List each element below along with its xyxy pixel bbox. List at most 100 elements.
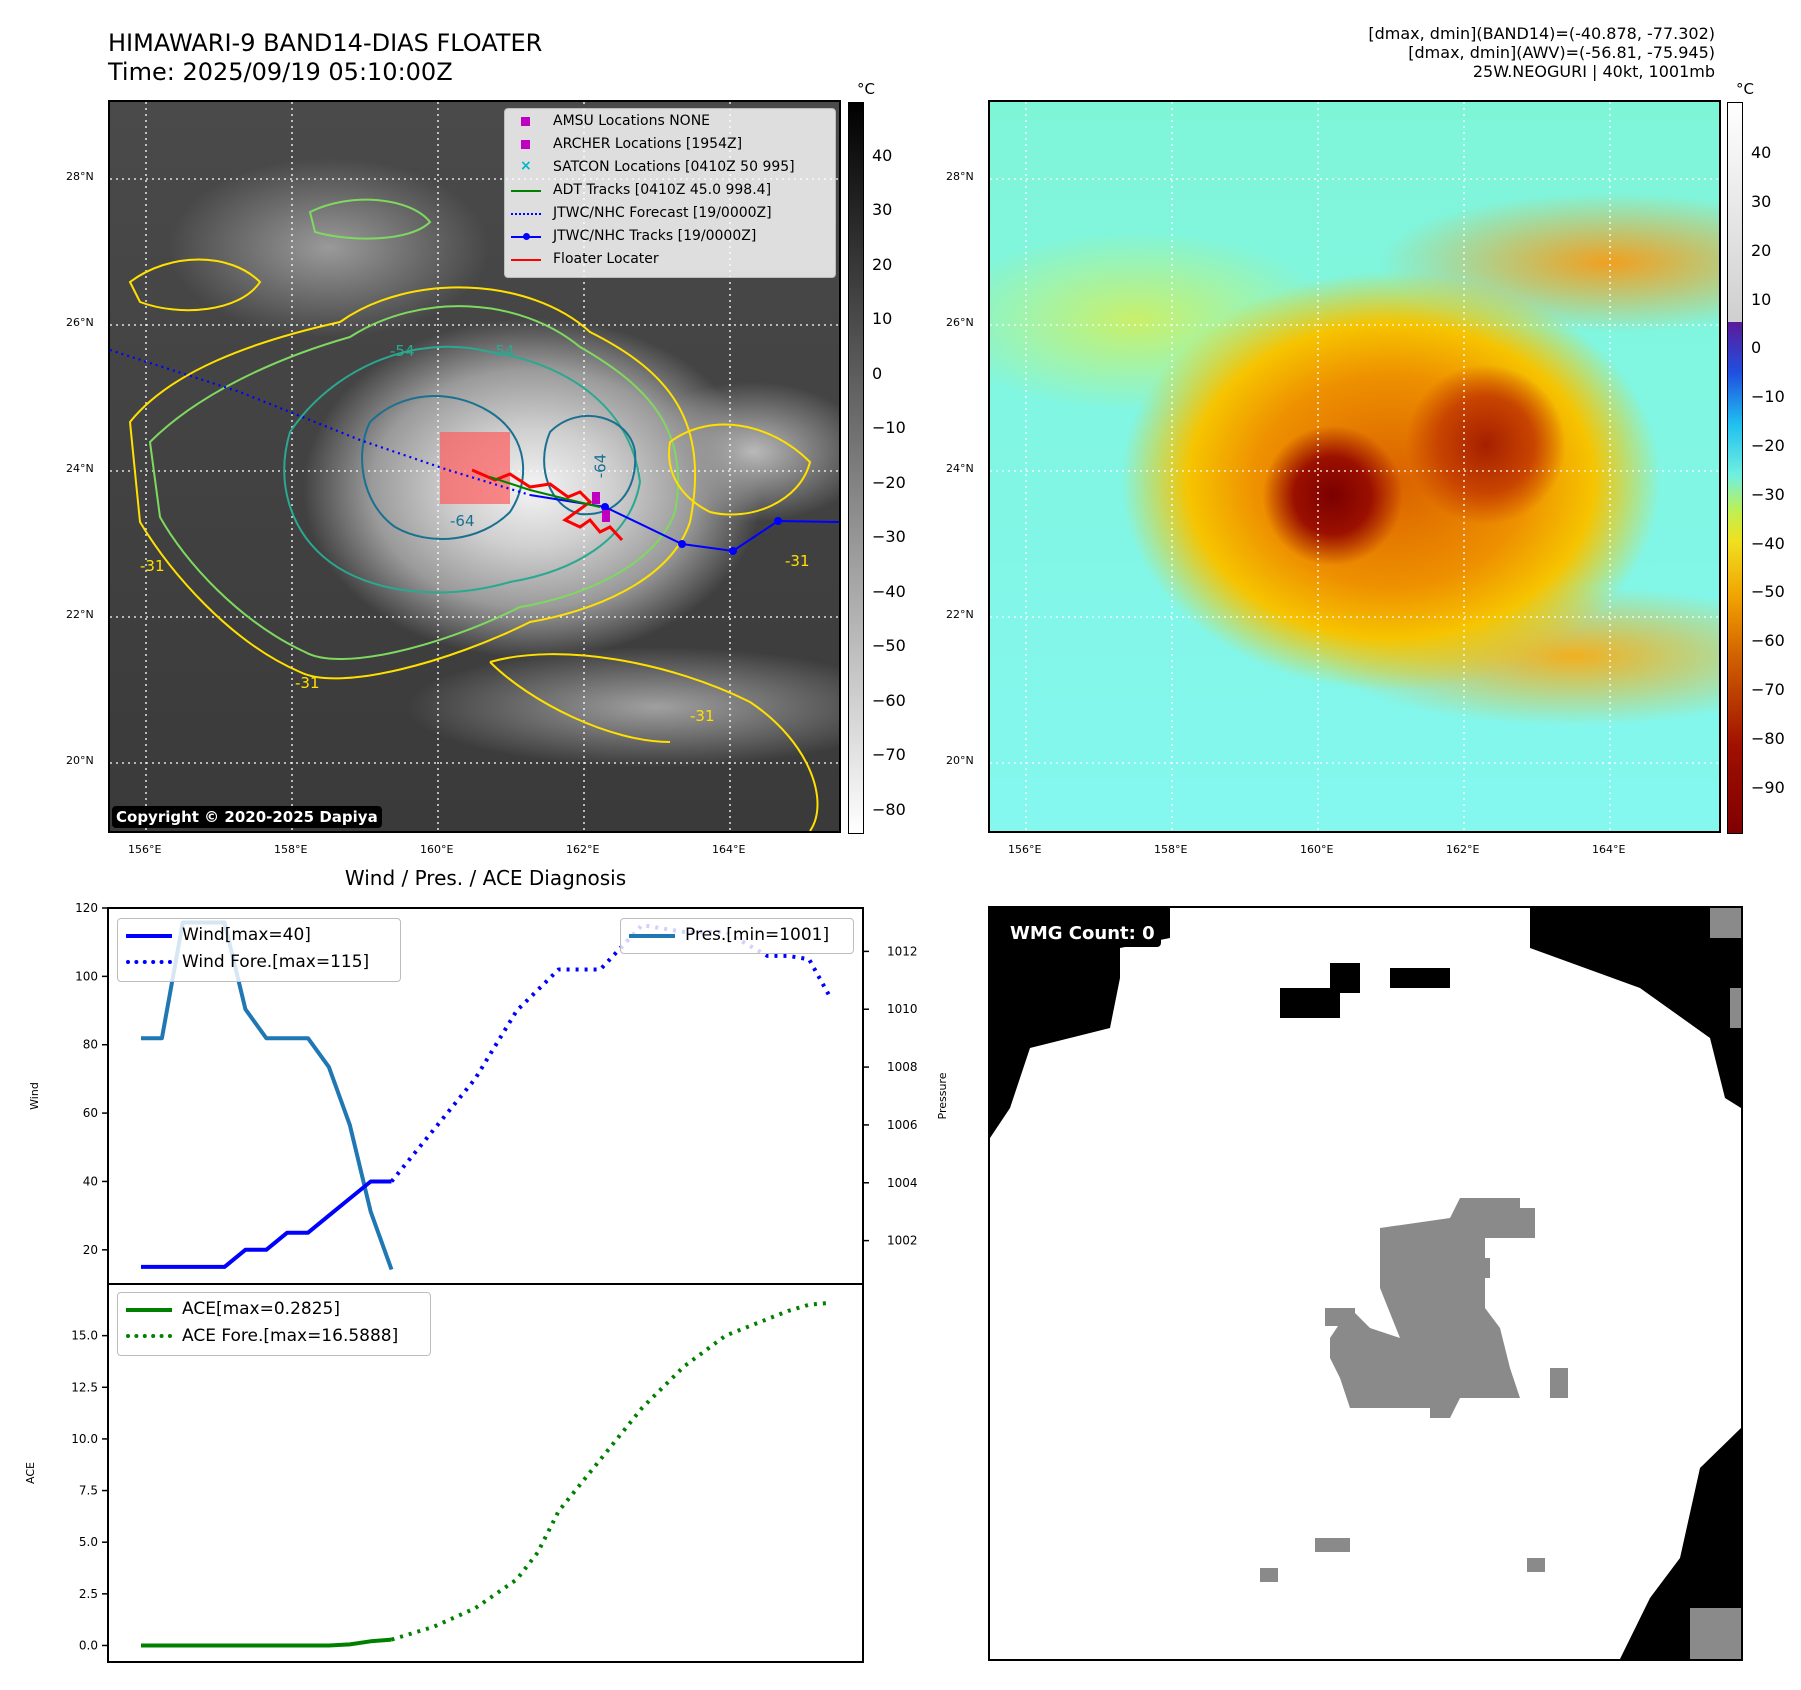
floater-line-icon: [511, 259, 541, 261]
series-line-ace-fore-: [390, 1300, 831, 1642]
jtwc-track-points: [601, 503, 782, 555]
band14-range: [dmax, dmin](BAND14)=(-40.878, -77.302): [1368, 24, 1715, 43]
lon-label: 158°E: [274, 843, 308, 856]
pressure-ytick-label: 1010: [887, 1002, 918, 1016]
copyright-badge: Copyright © 2020-2025 Dapiya: [112, 806, 382, 828]
ace-legend: ACE[max=0.2825] ACE Fore.[max=16.5888]: [117, 1292, 431, 1356]
wind-ytick-label: 40: [83, 1174, 98, 1188]
lat-label: 24°N: [66, 462, 94, 475]
satcon-x-icon: ×: [520, 158, 532, 174]
ace-plot: 0.0 2.5 5.0 7.5 10.0 12.5 15.0 ACE: [24, 1283, 864, 1663]
wind-ytick-label: 20: [83, 1243, 98, 1257]
track-dot-icon: [523, 233, 530, 240]
floater-locater-track: [471, 468, 624, 542]
amsu-marker-icon: [521, 117, 530, 126]
ace-plot-frame: [107, 1283, 864, 1663]
cb-tick: 20: [1751, 241, 1772, 260]
floater-box: [440, 432, 510, 504]
temperature-contours: [128, 198, 819, 831]
lat-label: 22°N: [946, 608, 974, 621]
wind-ytick-label: 80: [83, 1038, 98, 1052]
cb-tick: −50: [872, 636, 906, 655]
cb-tick: −60: [872, 691, 906, 710]
pressure-ytick-label: 1004: [887, 1176, 918, 1190]
wmg-mask: [990, 908, 1741, 1659]
storm-info: [dmax, dmin](BAND14)=(-40.878, -77.302) …: [1155, 24, 1715, 81]
pressure-axis-label: Pressure: [936, 1072, 949, 1119]
lat-label: 26°N: [66, 316, 94, 329]
adt-track: [489, 476, 601, 508]
series-line-wind-fore-: [389, 923, 832, 1183]
lon-label: 158°E: [1154, 843, 1188, 856]
lat-label: 20°N: [66, 754, 94, 767]
wmg-count-badge: WMG Count: 0: [1004, 920, 1161, 947]
lat-label: 20°N: [946, 754, 974, 767]
wind-line-icon: [126, 934, 172, 938]
contour-label: -31: [295, 674, 320, 692]
colorbar-gray-unit: °C: [857, 80, 875, 98]
series-line-wind: [141, 1179, 392, 1269]
wmg-black-regions: [990, 908, 1741, 1659]
pressure-ytick-label: 1002: [887, 1234, 918, 1248]
cb-tick: −90: [1751, 778, 1785, 797]
ace-ytick-label: 15.0: [71, 1329, 98, 1343]
map-legend: AMSU Locations NONE ARCHER Locations [19…: [504, 108, 836, 278]
cb-tick: 30: [1751, 192, 1772, 211]
wind-fore-dotted-icon: [126, 960, 172, 964]
cb-tick: 0: [872, 364, 883, 383]
cb-tick: −30: [1751, 485, 1785, 504]
contour-label: -54: [490, 342, 515, 360]
awv-range: [dmax, dmin](AWV)=(-56.81, -75.945): [1408, 43, 1715, 62]
ace-line-icon: [126, 1308, 172, 1312]
pressure-ytick-label: 1008: [887, 1060, 918, 1074]
cb-tick: −40: [872, 582, 906, 601]
figure-title: HIMAWARI-9 BAND14-DIAS FLOATER: [108, 29, 543, 57]
cb-tick: 20: [872, 255, 893, 274]
lat-label: 28°N: [946, 170, 974, 183]
lon-label: 160°E: [1300, 843, 1334, 856]
cb-tick: 40: [1751, 143, 1772, 162]
contour-label: -54: [390, 342, 415, 360]
lon-label: 162°E: [1446, 843, 1480, 856]
wind-legend: Wind[max=40] Wind Fore.[max=115]: [117, 918, 401, 982]
cb-tick: −70: [872, 745, 906, 764]
cb-tick: −20: [1751, 436, 1785, 455]
lon-label: 164°E: [1592, 843, 1626, 856]
ace-ytick-label: 7.5: [79, 1484, 98, 1498]
archer-marker: [592, 492, 600, 504]
cb-tick: −10: [872, 418, 906, 437]
cb-tick: −60: [1751, 631, 1785, 650]
pressure-ytick-label: 1006: [887, 1118, 918, 1132]
wind-ytick-label: 100: [75, 969, 98, 983]
cb-tick: −80: [1751, 729, 1785, 748]
ace-ytick-label: 2.5: [79, 1587, 98, 1601]
pressure-line-icon: [629, 934, 675, 938]
diagnosis-chart: 20 40 60 80 100 120 1002 1004 1006 1008 1010 1012 Wi…: [24, 901, 949, 1663]
colorbar-color: [1727, 102, 1743, 834]
cb-tick: 40: [872, 146, 893, 165]
wind-ytick-label: 120: [75, 901, 98, 915]
wind-ytick-label: 60: [83, 1106, 98, 1120]
cb-tick: −10: [1751, 387, 1785, 406]
archer-marker-icon: [521, 140, 530, 149]
ace-ytick-label: 10.0: [71, 1432, 98, 1446]
colorbar-gray: [848, 102, 864, 834]
contour-label: -64: [591, 453, 610, 479]
lon-label: 156°E: [1008, 843, 1042, 856]
lat-label: 26°N: [946, 316, 974, 329]
diagnosis-title: Wind / Pres. / ACE Diagnosis: [344, 866, 627, 890]
cb-tick: 10: [872, 309, 893, 328]
colorbar-color-unit: °C: [1736, 80, 1754, 98]
cb-tick: −80: [872, 800, 906, 819]
jtwc-forecast-track: [110, 348, 531, 497]
series-line-ace: [141, 1637, 392, 1648]
ace-ytick-label: 12.5: [71, 1380, 98, 1394]
lon-label: 162°E: [566, 843, 600, 856]
storm-summary: 25W.NEOGURI | 40kt, 1001mb: [1472, 62, 1715, 81]
pressure-legend: Pres.[min=1001]: [620, 918, 854, 954]
lon-label: 164°E: [712, 843, 746, 856]
wind-pressure-plot: 20 40 60 80 100 120 1002 1004 1006 1008 1010 1012 Wi…: [28, 901, 949, 1285]
lat-label: 28°N: [66, 170, 94, 183]
awv-gridlines: [990, 102, 1719, 831]
wind-axis-label: Wind: [28, 1082, 41, 1110]
